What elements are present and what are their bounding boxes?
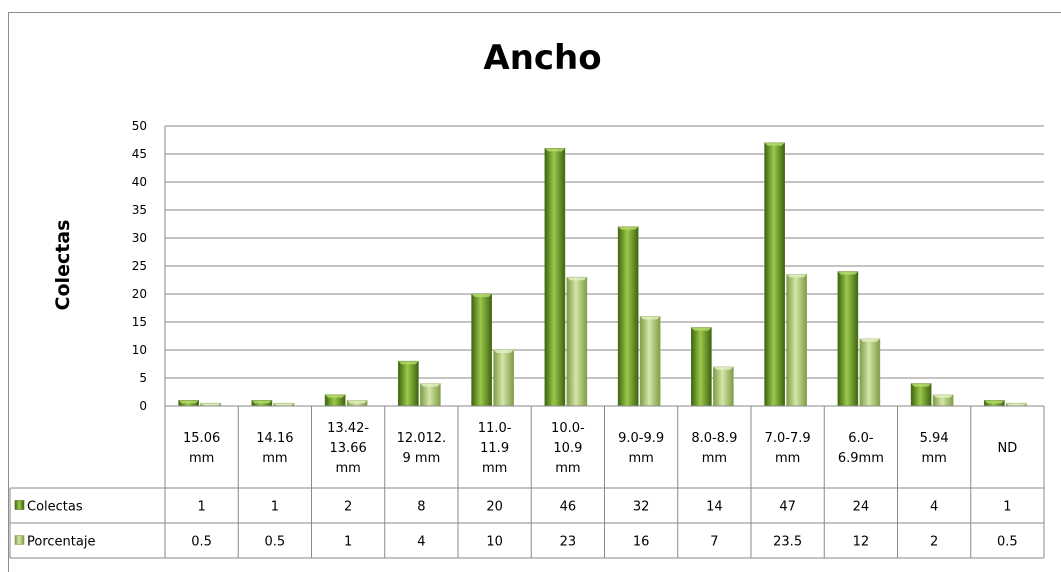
bar-colectas-7 <box>691 327 712 407</box>
bar-porcentaje-3 <box>420 383 441 407</box>
y-tick-label: 0 <box>139 399 147 413</box>
bar-cap-porcentaje-0 <box>200 403 221 407</box>
data-label-colectas-2: 2 <box>344 500 352 515</box>
bar-cap-colectas-4 <box>471 294 492 297</box>
legend-key-colectas <box>14 500 25 510</box>
x-category-label-5: 10.0-10.9 mm <box>551 421 585 476</box>
bar-cap-colectas-0 <box>178 400 199 404</box>
bar-cap-porcentaje-1 <box>273 403 294 407</box>
bar-cap-colectas-8 <box>764 142 785 146</box>
data-label-colectas-0: 1 <box>197 500 205 515</box>
y-tick-label: 20 <box>132 287 147 301</box>
data-label-porcentaje-11: 0.5 <box>997 535 1018 550</box>
y-tick-label: 35 <box>132 203 147 217</box>
bar-cap-porcentaje-2 <box>347 400 368 404</box>
bar-cap-colectas-11 <box>984 400 1005 404</box>
y-tick-label: 15 <box>132 315 147 329</box>
bar-cap-colectas-2 <box>325 394 346 398</box>
bar-cap-colectas-6 <box>618 226 639 230</box>
data-label-colectas-5: 46 <box>560 500 577 515</box>
legend-label-colectas: Colectas <box>27 500 83 515</box>
x-category-label-2: 13.42-13.66 mm <box>327 421 369 476</box>
data-label-porcentaje-4: 10 <box>486 535 503 550</box>
y-tick-label: 25 <box>132 259 147 273</box>
data-label-colectas-8: 47 <box>779 500 796 515</box>
chart-frame <box>8 12 1061 572</box>
bar-cap-colectas-3 <box>398 361 419 365</box>
bar-colectas-5 <box>544 148 566 407</box>
bar-colectas-6 <box>617 226 639 407</box>
bar-porcentaje-4 <box>493 349 514 407</box>
y-tick-label: 5 <box>139 371 147 385</box>
data-label-colectas-10: 4 <box>930 500 938 515</box>
data-label-porcentaje-0: 0.5 <box>191 535 212 550</box>
bar-cap-colectas-1 <box>251 400 272 404</box>
data-label-colectas-1: 1 <box>271 500 279 515</box>
x-category-label-9: 6.0-6.9mm <box>838 431 884 466</box>
x-category-label-10: 5.94 mm <box>920 431 949 466</box>
bar-porcentaje-9 <box>859 338 881 407</box>
data-label-colectas-7: 14 <box>706 500 723 515</box>
bar-cap-colectas-5 <box>544 148 565 152</box>
data-label-porcentaje-7: 7 <box>710 535 718 550</box>
bar-colectas-10 <box>910 383 932 407</box>
x-category-label-3: 12.012. 9 mm <box>397 431 447 466</box>
data-label-porcentaje-10: 2 <box>930 535 938 550</box>
y-tick-label: 50 <box>132 119 147 133</box>
data-label-porcentaje-1: 0.5 <box>265 535 286 550</box>
data-label-colectas-6: 32 <box>633 500 650 515</box>
data-label-colectas-3: 8 <box>417 500 425 515</box>
bar-cap-porcentaje-9 <box>859 338 880 342</box>
data-label-porcentaje-3: 4 <box>417 535 425 550</box>
x-category-label-1: 14.16 mm <box>256 431 293 466</box>
bar-cap-colectas-10 <box>911 383 932 387</box>
x-category-label-0: 15.06 mm <box>183 431 220 466</box>
x-category-label-11: ND <box>998 441 1018 456</box>
bar-cap-porcentaje-5 <box>566 277 587 281</box>
data-label-porcentaje-6: 16 <box>633 535 650 550</box>
data-label-porcentaje-2: 1 <box>344 535 352 550</box>
bar-colectas-8 <box>764 142 785 407</box>
bar-colectas-4 <box>471 293 492 407</box>
bar-cap-porcentaje-4 <box>493 350 514 353</box>
y-tick-label: 30 <box>132 231 147 245</box>
bar-cap-porcentaje-8 <box>786 274 807 278</box>
bar-cap-colectas-7 <box>691 327 712 331</box>
legend-key-porcentaje <box>14 535 25 545</box>
legend-label-porcentaje: Porcentaje <box>27 535 95 550</box>
x-category-label-6: 9.0-9.9 mm <box>618 431 664 466</box>
bar-colectas-9 <box>837 271 859 407</box>
x-category-label-7: 8.0-8.9 mm <box>691 431 737 466</box>
y-tick-label: 45 <box>132 147 147 161</box>
bar-cap-porcentaje-10 <box>933 394 954 398</box>
data-label-colectas-11: 1 <box>1003 500 1011 515</box>
bar-porcentaje-6 <box>639 316 661 407</box>
data-label-porcentaje-9: 12 <box>853 535 870 550</box>
x-category-label-4: 11.0-11.9 mm <box>478 421 512 476</box>
y-tick-label: 40 <box>132 175 147 189</box>
bar-cap-porcentaje-11 <box>1006 403 1027 407</box>
bar-porcentaje-7 <box>713 366 734 407</box>
bar-colectas-3 <box>398 360 419 407</box>
data-label-colectas-9: 24 <box>853 500 870 515</box>
bar-cap-porcentaje-7 <box>713 366 734 370</box>
bar-cap-colectas-9 <box>837 271 858 275</box>
data-label-porcentaje-5: 23 <box>560 535 577 550</box>
bar-cap-porcentaje-6 <box>640 316 661 320</box>
x-category-label-8: 7.0-7.9 mm <box>765 431 811 466</box>
bar-cap-porcentaje-3 <box>420 383 441 387</box>
chart-title: Ancho <box>483 38 602 78</box>
y-tick-label: 10 <box>132 343 147 357</box>
data-label-colectas-4: 20 <box>486 500 503 515</box>
bar-porcentaje-8 <box>786 274 807 407</box>
bar-porcentaje-5 <box>566 276 588 407</box>
data-label-porcentaje-8: 23.5 <box>773 535 802 550</box>
